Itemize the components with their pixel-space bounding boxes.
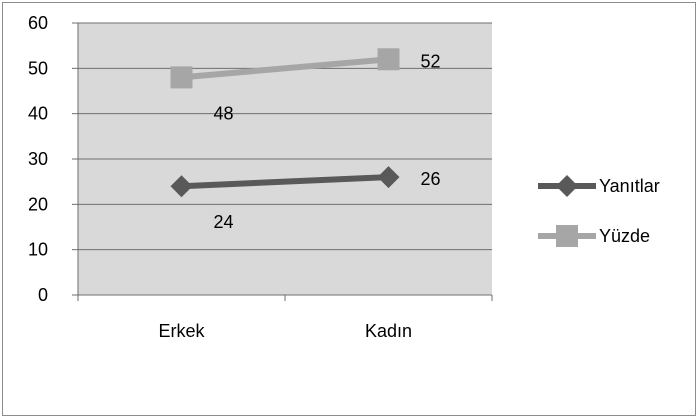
y-tick-label: 40 (28, 104, 48, 124)
legend-marker (556, 175, 578, 197)
y-tick-label: 60 (28, 13, 48, 33)
y-axis: 0 10 20 30 40 50 60 (28, 13, 79, 305)
x-tick-label: Kadın (365, 321, 412, 341)
series-point-1 (170, 66, 193, 89)
x-axis: Erkek Kadın (77, 294, 493, 341)
x-tick-label: Erkek (158, 321, 205, 341)
legend-label: Yüzde (599, 226, 650, 246)
y-tick-label: 10 (28, 240, 48, 260)
y-tick-label: 0 (38, 285, 48, 305)
data-label: 52 (420, 51, 440, 71)
y-tick-label: 50 (28, 58, 48, 78)
legend-label: Yanıtlar (599, 176, 660, 196)
y-tick-label: 20 (28, 194, 48, 214)
data-labels: 24 26 48 52 (213, 51, 440, 232)
data-label: 48 (213, 103, 233, 123)
series-point-1 (377, 48, 400, 71)
series-layer (170, 48, 400, 198)
series-line-1 (181, 56, 389, 81)
series-point-0 (170, 175, 193, 198)
series-line-0 (181, 174, 389, 190)
data-label: 26 (420, 169, 440, 189)
series-point-0 (377, 166, 400, 189)
data-label: 24 (213, 212, 233, 232)
legend-marker (556, 225, 578, 247)
legend: Yanıtlar Yüzde (538, 175, 660, 247)
y-tick-label: 30 (28, 149, 48, 169)
